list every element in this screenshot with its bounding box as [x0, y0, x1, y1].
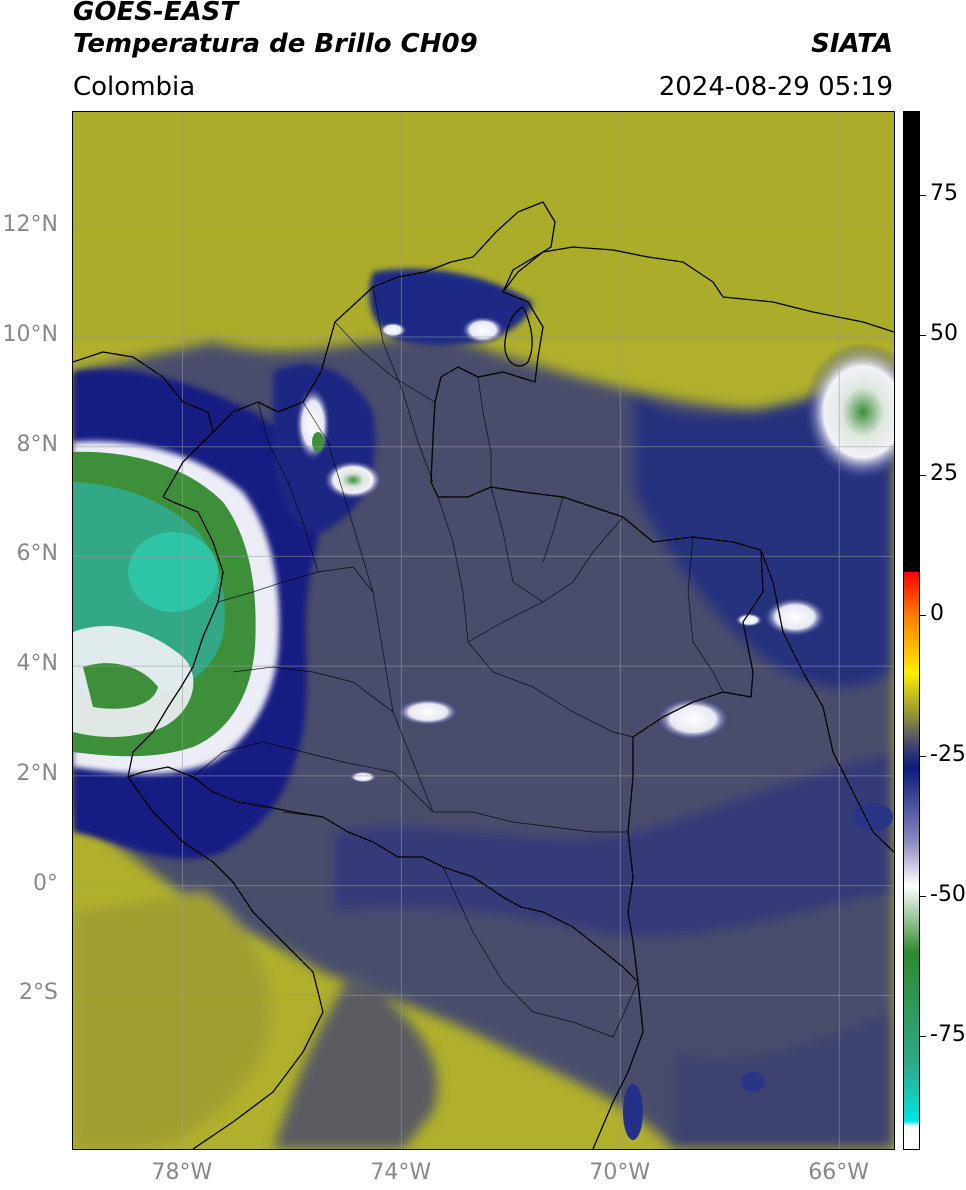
lat-tick-label: 2°S — [19, 980, 58, 1006]
brand-label: SIATA — [811, 29, 893, 59]
lat-tick-label: 4°N — [16, 651, 58, 677]
lon-tick-label: 66°W — [808, 1160, 870, 1185]
lat-tick-label: 10°N — [2, 321, 58, 347]
colorbar-tick-label: 50 — [930, 321, 958, 347]
lake-maracaibo — [504, 306, 533, 367]
panama-border — [73, 351, 214, 433]
colorbar-tick-label: 25 — [930, 461, 958, 487]
lat-tick-label: 6°N — [16, 541, 58, 567]
internal-boundaries — [192, 286, 724, 1038]
colorbar-tick-label: 0 — [930, 601, 944, 627]
lon-tick-label: 74°W — [370, 1160, 432, 1185]
colorbar-tick-mark — [920, 475, 926, 477]
west-cold-cloud — [73, 441, 280, 774]
colorbar-tick-label: -25 — [930, 741, 966, 767]
venezuela-brazil-border — [760, 549, 894, 853]
venezuela-coast — [502, 246, 894, 333]
colorbar — [903, 111, 920, 1150]
region-label: Colombia — [73, 72, 196, 102]
colorbar-tick-mark — [920, 195, 926, 197]
lat-tick-label: 8°N — [16, 431, 58, 457]
lat-tick-label: 2°N — [16, 760, 58, 786]
peru-brazil-border — [592, 981, 644, 1149]
map-title: GOES-EAST — [73, 0, 239, 27]
political-borders — [73, 201, 894, 1149]
colorbar-tick-label: 75 — [930, 181, 958, 207]
colorbar-tick-mark — [920, 1035, 926, 1037]
colorbar-tick-mark — [920, 755, 926, 757]
colorbar-tick-mark — [920, 615, 926, 617]
colorbar-tick-mark — [920, 895, 926, 897]
lat-tick-label: 0° — [33, 870, 58, 896]
lat-tick-label: 12°N — [2, 212, 58, 238]
ecuador-peru-border — [127, 776, 324, 1149]
satellite-map — [72, 111, 895, 1150]
colombia-border — [127, 201, 764, 983]
colorbar-tick-mark — [920, 335, 926, 337]
timestamp-label: 2024-08-29 05:19 — [658, 72, 893, 102]
colorbar-tick-label: -50 — [930, 881, 966, 907]
lon-tick-label: 70°W — [589, 1160, 651, 1185]
lat-lon-grid — [73, 112, 894, 1149]
lon-tick-label: 78°W — [151, 1160, 213, 1185]
map-subtitle: Temperatura de Brillo CH09 — [73, 29, 478, 59]
colorbar-tick-label: -75 — [930, 1021, 966, 1047]
